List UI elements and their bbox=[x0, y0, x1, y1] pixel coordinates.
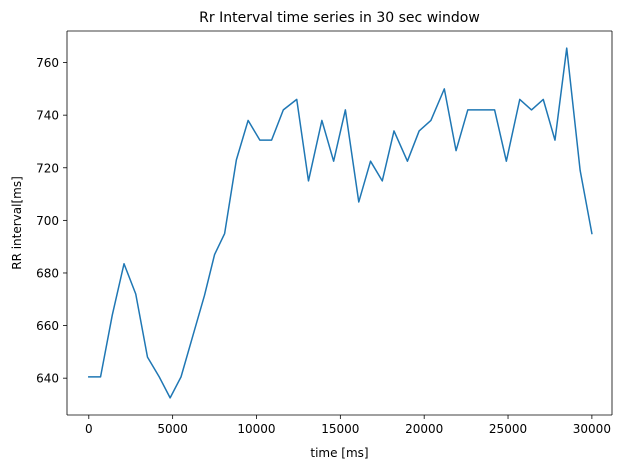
x-tick-label: 25000 bbox=[489, 422, 527, 436]
x-tick-label: 15000 bbox=[321, 422, 359, 436]
y-tick-label: 740 bbox=[36, 109, 59, 123]
x-tick-label: 30000 bbox=[573, 422, 611, 436]
series-line bbox=[88, 47, 593, 399]
y-tick-label: 760 bbox=[36, 56, 59, 70]
x-tick-label: 0 bbox=[85, 422, 93, 436]
chart-marks: 0 5000 10000 15000 20000 25000 30000 640 660 680 7… bbox=[10, 10, 613, 460]
chart-title: Rr Interval time series in 30 sec window bbox=[199, 10, 480, 26]
y-tick-label: 680 bbox=[36, 266, 59, 280]
y-tick-label: 640 bbox=[36, 372, 59, 386]
y-axis-label: RR interval[ms] bbox=[10, 176, 24, 270]
y-tick-label: 720 bbox=[36, 161, 59, 175]
y-tick-label: 700 bbox=[36, 214, 59, 228]
x-tick-label: 10000 bbox=[237, 422, 275, 436]
x-tick-label: 5000 bbox=[157, 422, 188, 436]
x-axis-label: time [ms] bbox=[310, 446, 368, 460]
x-tick-label: 20000 bbox=[405, 422, 443, 436]
y-tick-label: 660 bbox=[36, 319, 59, 333]
